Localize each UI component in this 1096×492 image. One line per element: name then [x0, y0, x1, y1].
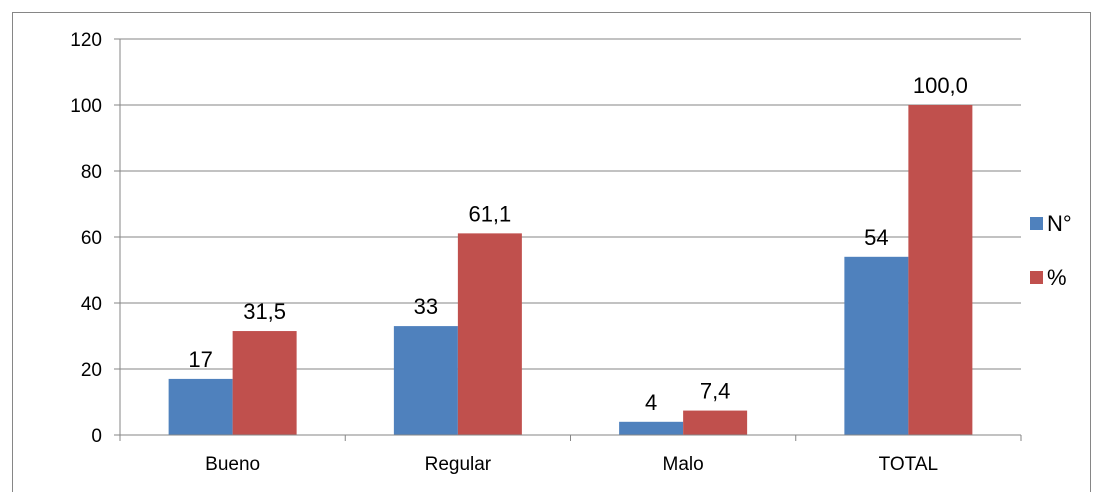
y-tick-label: 40	[81, 294, 102, 315]
bar	[683, 410, 748, 435]
data-label: 7,4	[700, 379, 731, 404]
axes: 0 20 40 60 80 100 120 Bueno Regular Malo TOTAL	[70, 30, 1022, 475]
y-tick-label: 60	[81, 228, 102, 249]
y-tick-label: 20	[81, 360, 102, 381]
bar	[619, 421, 684, 435]
x-category-label: TOTAL	[879, 454, 938, 475]
chart-frame	[12, 12, 1091, 492]
bar	[168, 378, 233, 435]
data-labels: 17 31,5 33 61,1 4 7,4 54 100,0	[188, 73, 968, 415]
bars	[168, 105, 973, 435]
bar	[393, 326, 458, 435]
data-label: 61,1	[468, 201, 511, 226]
x-category-label: Malo	[663, 454, 704, 475]
bar-chart: 0 20 40 60 80 100 120 Bueno Regular Malo TOTAL 17 3…	[70, 30, 1072, 475]
legend: N°%	[1030, 211, 1072, 290]
data-label: 4	[645, 390, 657, 415]
x-category-label: Bueno	[205, 454, 260, 475]
bar	[457, 233, 522, 435]
data-label: 100,0	[913, 73, 968, 98]
data-label: 17	[188, 347, 212, 372]
y-tick-label: 100	[70, 96, 102, 117]
data-label: 54	[864, 225, 888, 250]
legend-swatch	[1030, 271, 1043, 284]
legend-label: N°	[1047, 211, 1072, 236]
bar	[908, 105, 973, 435]
x-category-label: Regular	[425, 454, 492, 475]
legend-label: %	[1047, 265, 1067, 290]
bar	[232, 331, 297, 435]
bar	[844, 256, 909, 435]
y-tick-label: 80	[81, 162, 102, 183]
y-tick-label: 0	[91, 426, 102, 447]
data-label: 33	[414, 294, 438, 319]
legend-swatch	[1030, 217, 1043, 230]
y-tick-label: 120	[70, 30, 102, 51]
data-label: 31,5	[243, 299, 286, 324]
